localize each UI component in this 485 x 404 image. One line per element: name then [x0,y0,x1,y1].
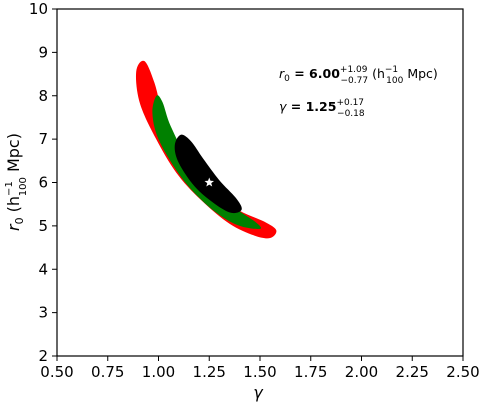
y-tick-label: 7 [38,130,48,148]
annotation-gamma: γ = 1.25+0.17 −0.18 [279,98,365,119]
x-tick-label: 1.75 [294,363,327,381]
confidence-regions [135,60,277,239]
x-tick-label: 0.75 [91,363,124,381]
y-tick-label: 6 [38,174,48,192]
x-tick-label: 0.50 [40,363,73,381]
y-tick-label: 4 [38,260,48,278]
plot-frame [56,8,464,357]
x-axis-label: γ [253,383,264,402]
x-tick-label: 2.50 [446,363,479,381]
x-tick-label: 2.00 [345,363,378,381]
x-tick-label: 2.25 [396,363,429,381]
y-axis-label: r0 (h−1 100 Mpc) [4,133,29,231]
x-tick-label: 1.00 [142,363,175,381]
y-tick-label: 2 [38,347,48,365]
region-2sigma [152,95,262,230]
y-axis-ticks: 2 3 4 5 6 7 8 9 10 [29,0,57,365]
x-tick-label: 1.25 [193,363,226,381]
x-axis-ticks: 0.50 0.75 1.00 1.25 1.50 1.75 2.00 2.25 2.50 [40,356,480,381]
y-tick-label: 10 [29,0,48,18]
y-tick-label: 5 [38,217,48,235]
best-fit-layer [204,177,215,187]
y-tick-label: 8 [38,87,48,105]
best-fit-star [204,177,215,187]
region-1sigma [174,134,242,214]
y-tick-label: 3 [38,304,48,322]
x-tick-label: 1.50 [243,363,276,381]
y-tick-label: 9 [38,43,48,61]
region-3sigma [135,60,277,239]
annotation-r0: r0 = 6.00+1.09 −0.77 (h−1 100 Mpc) [279,65,438,86]
